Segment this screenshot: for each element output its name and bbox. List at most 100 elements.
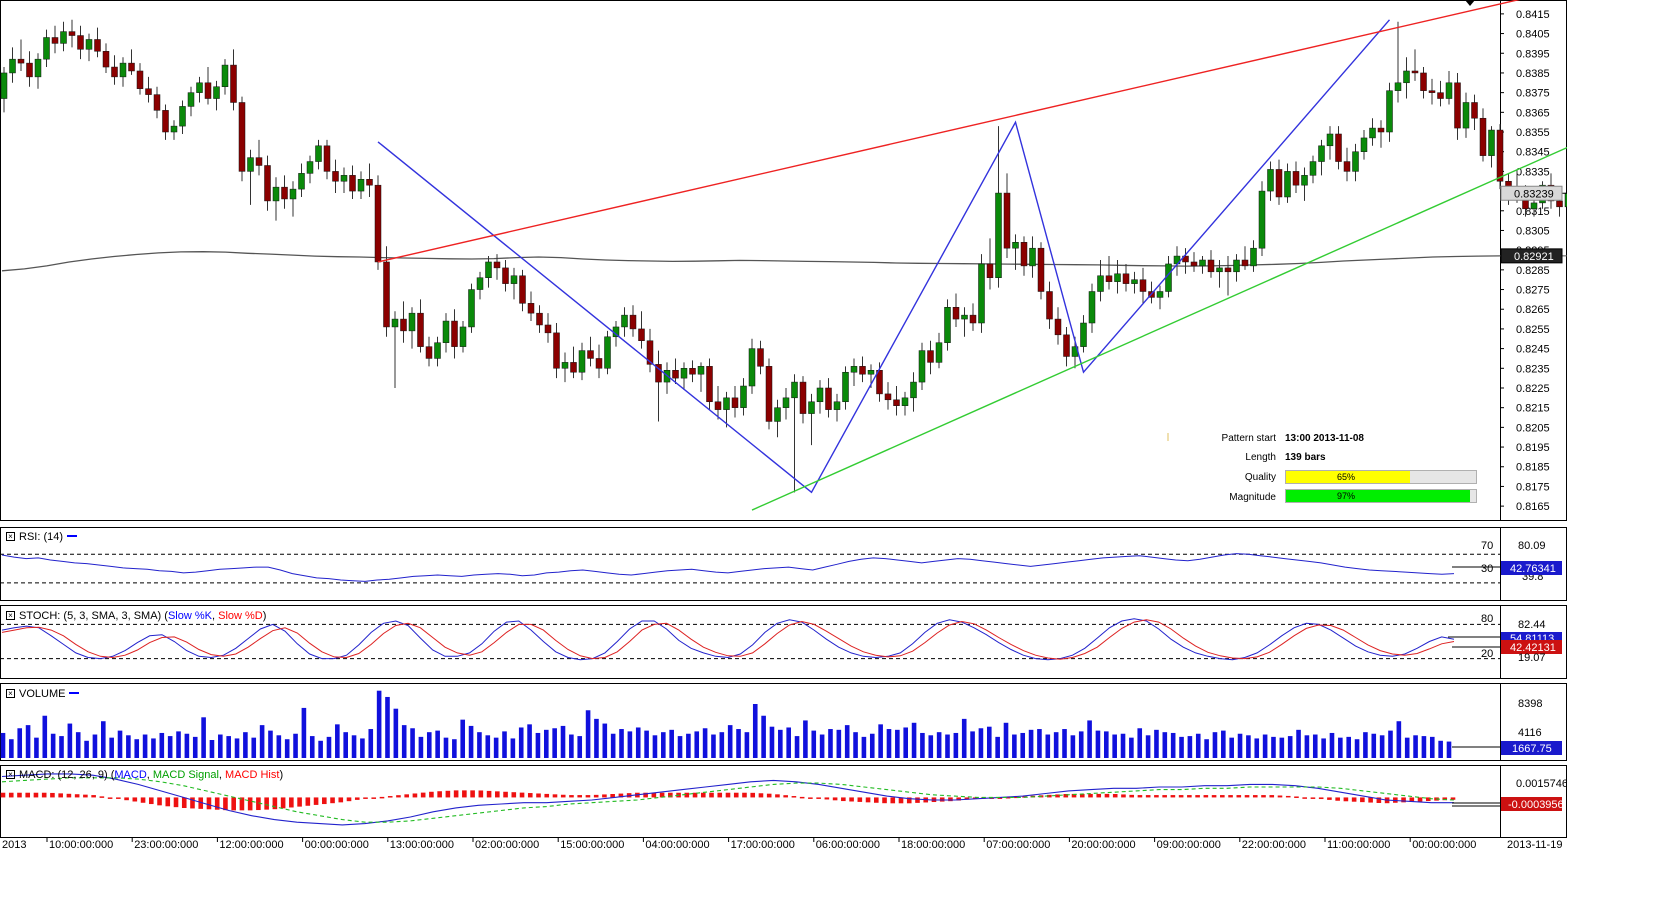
volume-bar [736,729,741,758]
candle [1428,78,1436,105]
candle [629,305,637,337]
macd-hist-bar [462,790,467,798]
macd-hist-bar [107,797,113,799]
candle-body [893,399,900,406]
candle [0,67,8,113]
macd-hist-bar [700,792,706,798]
candle-body [374,184,382,263]
macd-hist-bar [396,795,401,798]
volume-bar [17,728,23,758]
candle-body [442,320,450,343]
candle-body [782,397,790,408]
candle [417,299,424,353]
macd-hist-bar [33,792,39,798]
candle [1335,126,1342,170]
candle-body [825,387,832,410]
candle-body [1020,242,1028,267]
macd-hist-bar [692,792,698,798]
volume-bar [585,710,591,758]
macd-hist-bar [470,790,475,798]
volume-bar [435,730,440,758]
macd-hist-bar [1285,795,1291,798]
macd-hist-bar [1302,797,1308,799]
volume-bar [1438,740,1443,758]
candle-body [1216,267,1223,273]
macd-hist-bar [527,793,533,798]
candle-body [944,307,951,343]
length-label: Length [1245,452,1276,463]
volume-bar [9,739,14,758]
macd-hist-bar [231,797,236,811]
macd-hist-bar [354,797,360,800]
macd-hist-bar [157,797,162,806]
candle-body [1411,70,1419,74]
volume-axis-label: 4116 [1518,727,1542,739]
stoch-toggle-icon[interactable]: × [6,611,15,620]
candle-body [867,370,875,375]
candle-body [1003,192,1011,249]
volume-bar [1237,733,1243,758]
candle-body [1267,169,1274,192]
macd-hist-bar [239,797,245,811]
candle-body [34,58,42,78]
candle-body [1496,129,1504,182]
candle [714,386,722,420]
macd-hist-bar [99,796,105,798]
candle [459,321,467,353]
macd-hist-bar [1047,794,1052,798]
candle-body [1190,261,1198,267]
volume-bar [886,729,892,758]
macd-hist-bar [280,797,286,809]
candle-body [221,64,229,87]
candle [170,120,178,140]
macd-hist-bar [585,795,591,798]
volume-bar [1062,729,1067,758]
candle-body [111,66,118,78]
candle [162,104,169,140]
macd-hist-bar [132,797,138,802]
volume-toggle-icon[interactable]: × [6,689,15,698]
volume-bar [1221,730,1226,758]
price-tick-label: 0.8305 [1516,225,1550,237]
candle [400,301,407,343]
candle-body [1437,92,1444,99]
candle [918,342,926,390]
volume-bar [552,728,557,758]
rsi-caption-text: RSI: (14) [19,531,64,543]
volume-bar [1321,738,1326,758]
candle [1063,326,1070,367]
volume-bar [1028,729,1034,758]
candle [1471,94,1478,131]
candle-body [859,366,866,375]
x-tick-label: 20:00:00:000 [1071,839,1135,851]
candle-body [451,320,458,347]
candle [85,33,93,62]
volume-bar [953,732,959,758]
macd-toggle-icon[interactable]: × [6,770,15,779]
candle-body [272,186,280,202]
price-tick-label: 0.8185 [1516,462,1550,474]
volume-bar [251,737,257,758]
volume-bar [744,732,750,758]
candle [587,336,594,367]
candle-body [1122,273,1130,284]
candle-body [842,371,849,403]
macd-hist-bar [1252,795,1258,798]
candle [1054,307,1062,345]
rsi-toggle-icon[interactable]: × [6,532,15,541]
volume-bar [702,728,708,758]
macd-hist-bar [1351,797,1357,802]
candle-body [1292,171,1300,186]
volume-bar [443,737,449,758]
volume-bar [335,724,340,758]
candle [1420,67,1427,99]
candle-body [927,350,934,363]
macd-hist-bar [17,792,22,798]
macd-hist-bar [684,792,690,798]
volume-bar [318,740,323,758]
volume-bar [184,733,190,758]
volume-bar [836,729,842,758]
x-tick-label: 07:00:00:000 [986,839,1050,851]
candle [765,358,773,430]
macd-hist-bar [223,797,228,811]
